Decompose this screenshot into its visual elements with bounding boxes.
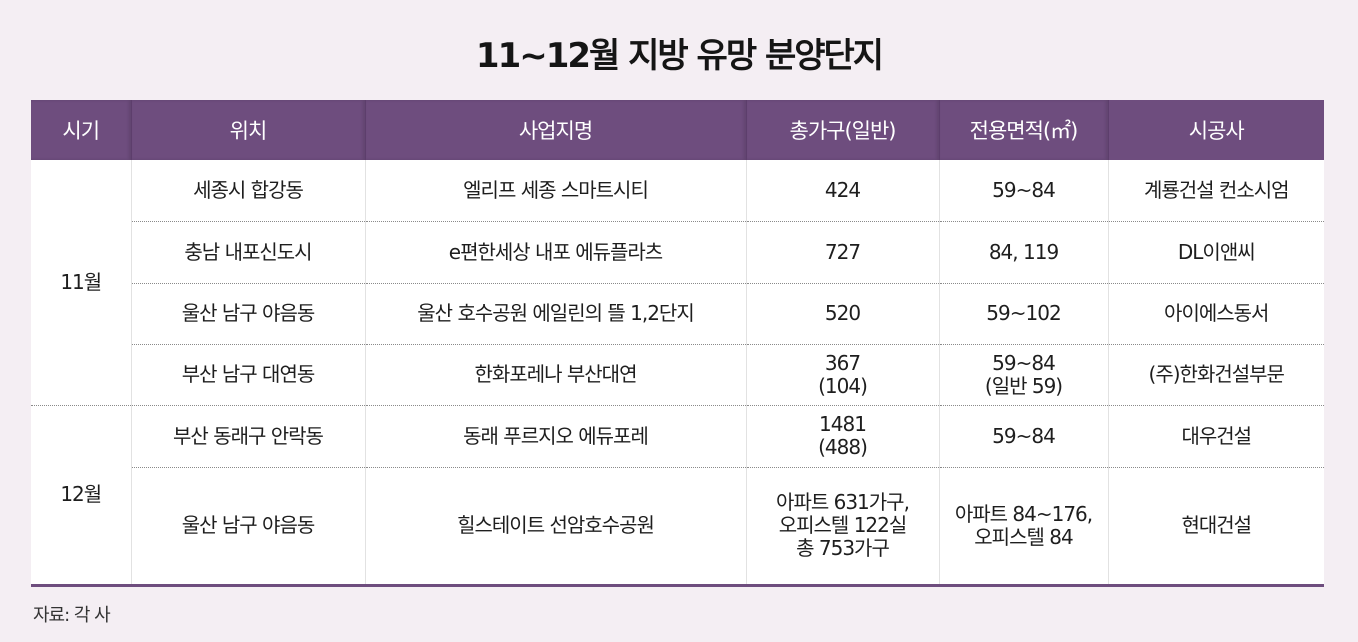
header-area: 전용면적(㎡) — [939, 100, 1109, 160]
households-cell: 424 — [746, 160, 940, 222]
header-households: 총가구(일반) — [746, 100, 940, 160]
area-cell: 59~84 — [939, 405, 1109, 468]
table-header-row: 시기 위치 사업지명 총가구(일반) 전용면적(㎡) 시공사 — [31, 100, 1324, 160]
area-cell: 84, 119 — [939, 221, 1109, 284]
location-cell: 충남 내포신도시 — [131, 221, 366, 284]
project-cell: 엘리프 세종 스마트시티 — [365, 160, 747, 222]
households-cell: 1481 (488) — [746, 405, 940, 468]
builder-cell: 아이에스동서 — [1108, 283, 1324, 345]
header-location: 위치 — [131, 100, 366, 160]
table-row: 12월 부산 동래구 안락동 동래 푸르지오 에듀포레 1481 (488) 5… — [31, 405, 1324, 587]
header-project: 사업지명 — [365, 100, 747, 160]
builder-cell: (주)한화건설부문 — [1108, 344, 1324, 406]
builder-cell: DL이앤씨 — [1108, 221, 1324, 284]
builder-cell: 현대건설 — [1108, 467, 1324, 587]
project-cell: e편한세상 내포 에듀플라츠 — [365, 221, 747, 284]
page-title: 11~12월 지방 유망 분양단지 — [475, 36, 884, 76]
table-row: 울산 남구 야음동 힐스테이트 선암호수공원 아파트 631가구, 오피스텔 1… — [31, 467, 1324, 587]
area-cell: 아파트 84~176, 오피스텔 84 — [939, 467, 1109, 587]
table-row: 충남 내포신도시 e편한세상 내포 에듀플라츠 727 84, 119 DL이앤… — [31, 221, 1324, 284]
builder-cell: 대우건설 — [1108, 405, 1324, 468]
location-cell: 부산 동래구 안락동 — [131, 405, 366, 468]
period-cell: 12월 — [31, 405, 132, 587]
builder-cell: 계룡건설 컨소시엄 — [1108, 160, 1324, 222]
location-cell: 울산 남구 야음동 — [131, 283, 366, 345]
households-cell: 아파트 631가구, 오피스텔 122실 총 753가구 — [746, 467, 940, 587]
source-note: 자료: 각 사 — [33, 605, 111, 626]
households-cell: 367 (104) — [746, 344, 940, 406]
location-cell: 세종시 합강동 — [131, 160, 366, 222]
header-period: 시기 — [31, 100, 132, 160]
header-builder: 시공사 — [1108, 100, 1324, 160]
households-cell: 520 — [746, 283, 940, 345]
housing-supply-table: 시기 위치 사업지명 총가구(일반) 전용면적(㎡) 시공사 11월 세종시 합… — [31, 100, 1324, 587]
households-cell: 727 — [746, 221, 940, 284]
table-row: 울산 남구 야음동 울산 호수공원 에일린의 뜰 1,2단지 520 59~10… — [31, 283, 1324, 345]
table-row: 11월 세종시 합강동 엘리프 세종 스마트시티 424 59~84 계룡건설 … — [31, 160, 1324, 406]
location-cell: 울산 남구 야음동 — [131, 467, 366, 587]
area-cell: 59~84 — [939, 160, 1109, 222]
project-cell: 울산 호수공원 에일린의 뜰 1,2단지 — [365, 283, 747, 345]
project-cell: 힐스테이트 선암호수공원 — [365, 467, 747, 587]
area-cell: 59~84 (일반 59) — [939, 344, 1109, 406]
project-cell: 한화포레나 부산대연 — [365, 344, 747, 406]
period-cell: 11월 — [31, 160, 132, 406]
area-cell: 59~102 — [939, 283, 1109, 345]
table-row: 부산 남구 대연동 한화포레나 부산대연 367 (104) 59~84 (일반… — [31, 344, 1324, 406]
location-cell: 부산 남구 대연동 — [131, 344, 366, 406]
project-cell: 동래 푸르지오 에듀포레 — [365, 405, 747, 468]
